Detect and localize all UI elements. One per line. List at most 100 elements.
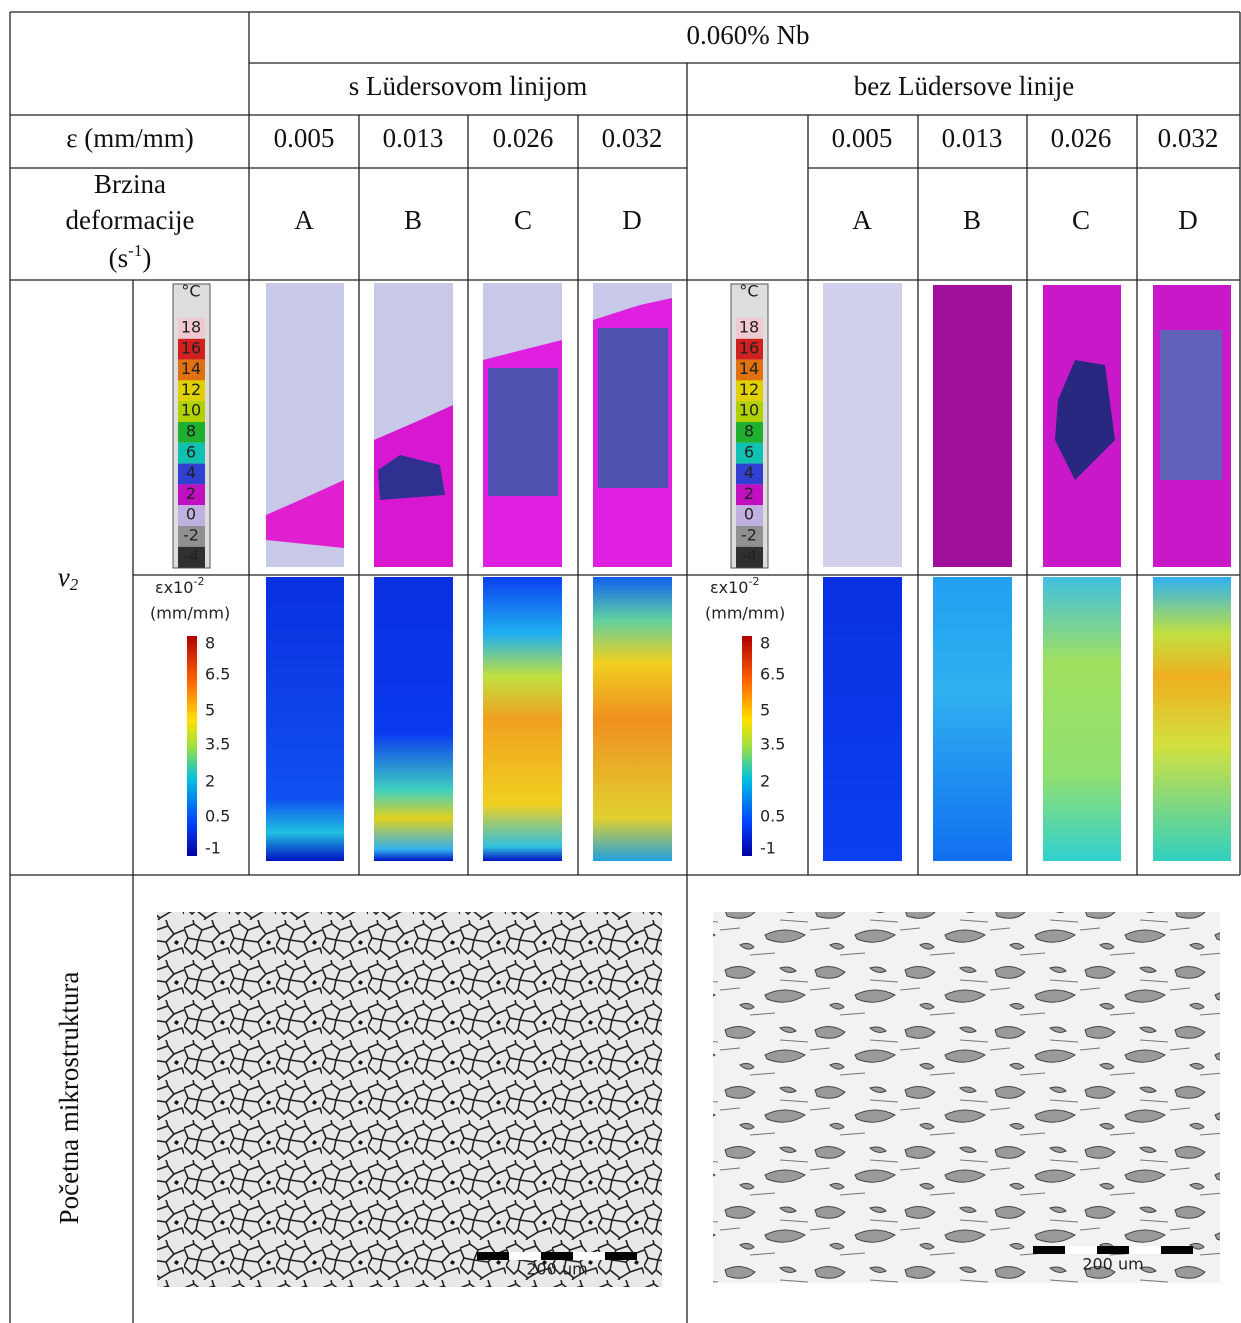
colorbar-tick: 6.5 <box>760 665 785 684</box>
colorbar-swatch <box>736 546 763 568</box>
table-grid <box>9 11 1241 1323</box>
row-label: deformacije <box>66 205 195 235</box>
strain-value: 0.032 <box>1158 123 1219 153</box>
scale-bar <box>477 1246 1193 1260</box>
colorbar-unit: (mm/mm) <box>150 604 230 623</box>
rate-label: A <box>294 205 314 235</box>
colorbar-swatch <box>736 318 763 339</box>
colorbar-swatch <box>178 526 205 547</box>
colorbar-swatch <box>736 338 763 360</box>
colorbar-tick: 12 <box>181 380 201 399</box>
colorbar-tick: 0 <box>186 505 196 524</box>
rate-label: C <box>1072 205 1090 235</box>
colorbar-tick: 0.5 <box>205 807 230 826</box>
colorbar-tick: 18 <box>181 318 201 337</box>
rate-label: D <box>622 205 642 235</box>
colorbar-tick: -4 <box>183 546 199 565</box>
thermal-maps <box>266 283 1231 567</box>
superscript: -2 <box>748 575 759 588</box>
micrograph <box>713 912 1220 1283</box>
row-label: Početna mikrostruktura <box>54 972 84 1225</box>
colorbar-label: εx10 <box>710 578 748 597</box>
scale-bar-label: 200 um <box>526 1260 587 1279</box>
colorbar-swatch <box>736 380 763 402</box>
colorbar-tick: 14 <box>181 359 201 378</box>
colorbar-swatch <box>736 359 763 381</box>
colorbar-tick: 18 <box>739 318 759 337</box>
strain-value: 0.005 <box>274 123 335 153</box>
colorbar-tick: 5 <box>205 701 215 720</box>
colorbar-tick: 10 <box>739 401 759 420</box>
strain-value: 0.013 <box>383 123 444 153</box>
row-label: ε (mm/mm) <box>66 123 194 153</box>
colorbar-tick: 2 <box>186 484 196 503</box>
strain-maps <box>266 577 1231 861</box>
colorbar-tick: 8 <box>760 634 770 653</box>
colorbar-tick: 3.5 <box>760 735 785 754</box>
colorbar-tick: -2 <box>183 526 199 545</box>
rate-label: D <box>1178 205 1198 235</box>
colorbar-swatch <box>178 463 205 485</box>
strain-value: 0.013 <box>942 123 1003 153</box>
colorbar <box>187 636 197 856</box>
colorbar-swatch <box>736 463 763 485</box>
colorbar <box>742 636 752 856</box>
subscript: 2 <box>70 575 79 594</box>
row-label: v2 <box>58 562 79 594</box>
colorbar-tick: -2 <box>741 526 757 545</box>
micrograph <box>157 912 662 1287</box>
scale-bar-label: 200 um <box>1082 1255 1143 1274</box>
colorbar-tick: 3.5 <box>205 735 230 754</box>
colorbar-swatch <box>178 442 205 464</box>
colorbar-unit: °C <box>739 282 758 301</box>
colorbar-tick: 5 <box>760 701 770 720</box>
superscript: -2 <box>193 575 204 588</box>
colorbar-tick: -1 <box>760 839 776 858</box>
colorbar-tick: 10 <box>181 401 201 420</box>
colorbar-swatch <box>178 318 205 339</box>
row-label: (s-1) <box>109 241 152 273</box>
column-group-title: bez Lüdersove linije <box>854 71 1074 101</box>
strain-value: 0.032 <box>602 123 663 153</box>
strain-value: 0.005 <box>832 123 893 153</box>
colorbar-tick: 4 <box>744 463 754 482</box>
colorbar-swatch <box>178 484 205 506</box>
colorbar-swatch <box>736 442 763 464</box>
colorbar-tick: 8 <box>205 634 215 653</box>
colorbar-swatch <box>736 505 763 526</box>
colorbar-swatch <box>178 401 205 422</box>
row-label: (s <box>109 243 129 273</box>
colorbar-tick: 16 <box>181 338 201 357</box>
colorbar-unit: °C <box>181 282 200 301</box>
colorbar-swatch <box>178 380 205 402</box>
rate-label: A <box>852 205 872 235</box>
colorbar-tick: 12 <box>739 380 759 399</box>
colorbar-tick: 8 <box>744 422 754 441</box>
colorbar-swatch <box>178 359 205 381</box>
rate-label: B <box>963 205 981 235</box>
colorbar-swatch <box>178 422 205 443</box>
colorbar-swatch <box>736 401 763 422</box>
colorbar-unit: (mm/mm) <box>705 604 785 623</box>
colorbar-tick: 2 <box>760 772 770 791</box>
colorbar-label: εx10-2 <box>710 575 759 597</box>
rate-label: C <box>514 205 532 235</box>
colorbar-tick: 6 <box>744 442 754 461</box>
colorbar-tick: 6.5 <box>205 665 230 684</box>
colorbar-swatch <box>736 484 763 506</box>
colorbar-tick: 0 <box>744 505 754 524</box>
row-label: ) <box>142 243 151 273</box>
colorbar-swatch <box>736 422 763 443</box>
colorbar-swatch <box>178 338 205 360</box>
strain-value: 0.026 <box>1051 123 1112 153</box>
strain-value: 0.026 <box>493 123 554 153</box>
colorbar-tick: 6 <box>186 442 196 461</box>
colorbar-label: εx10 <box>155 578 193 597</box>
colorbar-swatch <box>736 526 763 547</box>
colorbar-tick: 14 <box>739 359 759 378</box>
colorbar-tick: 2 <box>205 772 215 791</box>
superscript: -1 <box>128 241 142 260</box>
colorbar-tick: 0.5 <box>760 807 785 826</box>
row-label: v <box>58 562 70 592</box>
